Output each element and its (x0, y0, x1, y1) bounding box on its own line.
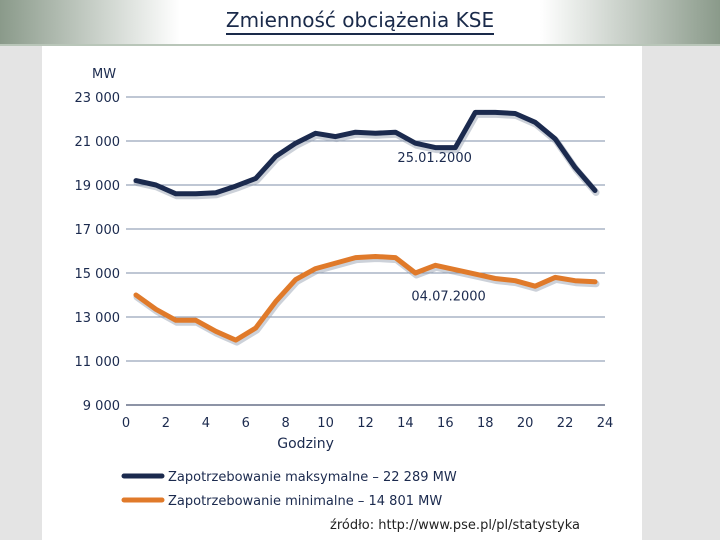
x-tick-label: 16 (437, 416, 454, 431)
series-line-min (133, 254, 598, 343)
y-tick-label: 17 000 (75, 223, 121, 238)
slide-title-wrap: Zmienność obciążenia KSE (0, 8, 720, 35)
y-tick-label: 21 000 (75, 135, 121, 150)
series-line-max (133, 109, 598, 197)
x-tick-label: 0 (122, 416, 130, 431)
y-tick-label: 23 000 (75, 91, 121, 106)
x-tick-label: 10 (317, 416, 334, 431)
source-note: źródło: http://www.pse.pl/pl/statystyka (330, 518, 581, 533)
legend-label: Zapotrzebowanie maksymalne – 22 289 MW (168, 470, 457, 485)
title-bar (0, 0, 720, 46)
x-tick-label: 4 (202, 416, 210, 431)
y-tick-label: 11 000 (75, 355, 121, 370)
x-tick-label: 2 (162, 416, 170, 431)
legend-label: Zapotrzebowanie minimalne – 14 801 MW (168, 494, 442, 509)
y-tick-label: 9 000 (83, 399, 120, 414)
y-tick-label: 19 000 (75, 179, 121, 194)
left-margin (0, 46, 42, 540)
x-axis-label: Godziny (277, 436, 334, 452)
series-line-shadow (133, 110, 600, 200)
x-tick-label: 20 (517, 416, 534, 431)
y-tick-label: 13 000 (75, 311, 121, 326)
y-tick-label: 15 000 (75, 267, 121, 282)
slide-title: Zmienność obciążenia KSE (225, 8, 495, 35)
series-annotation: 25.01.2000 (397, 151, 471, 166)
x-tick-label: 18 (477, 416, 494, 431)
series-annotation: 04.07.2000 (411, 290, 485, 305)
x-tick-label: 12 (357, 416, 374, 431)
x-tick-label: 22 (557, 416, 574, 431)
y-axis-label: MW (92, 67, 116, 82)
x-tick-label: 24 (597, 416, 614, 431)
right-margin (642, 46, 720, 540)
x-tick-label: 8 (282, 416, 290, 431)
x-tick-label: 14 (397, 416, 414, 431)
series-line-shadow (133, 255, 600, 346)
x-tick-label: 6 (242, 416, 250, 431)
